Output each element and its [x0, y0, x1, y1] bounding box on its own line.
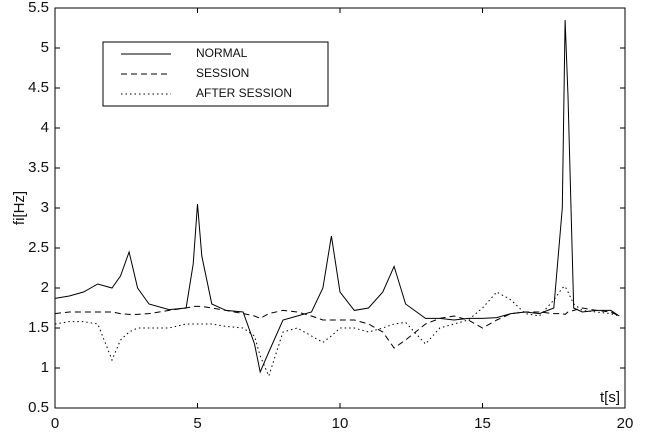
y-tick-label: 3.5	[28, 159, 49, 176]
y-tick-label: 5.5	[28, 0, 49, 16]
legend-label: AFTER SESSION	[196, 86, 292, 100]
legend-label: SESSION	[196, 66, 249, 80]
legend: NORMAL SESSION AFTER SESSION	[102, 41, 329, 107]
line-series	[54, 19, 620, 374]
y-tick-label: 5	[41, 39, 49, 56]
x-axis-label: t[s]	[600, 389, 620, 406]
x-tick-label: 5	[193, 415, 201, 432]
y-tick-label: 1.5	[28, 319, 49, 336]
x-tick-label: 15	[474, 415, 491, 432]
y-tick-label: 3	[41, 199, 49, 216]
line-series	[54, 285, 620, 378]
legend-box	[102, 41, 329, 107]
y-tick-label: 4.5	[28, 79, 49, 96]
y-tick-label: 2.5	[28, 239, 49, 256]
y-tick-label: 1	[41, 359, 49, 376]
y-tick-label: 0.5	[28, 399, 49, 416]
y-tick-label: 2	[41, 279, 49, 296]
y-tick-label: 4	[41, 119, 49, 136]
line-series	[54, 305, 620, 349]
x-tick-label: 20	[617, 415, 634, 432]
x-tick-label: 10	[332, 415, 349, 432]
legend-label: NORMAL	[196, 46, 248, 60]
x-tick-label: 0	[51, 415, 59, 432]
y-axis-label: fi[Hz]	[11, 191, 28, 225]
